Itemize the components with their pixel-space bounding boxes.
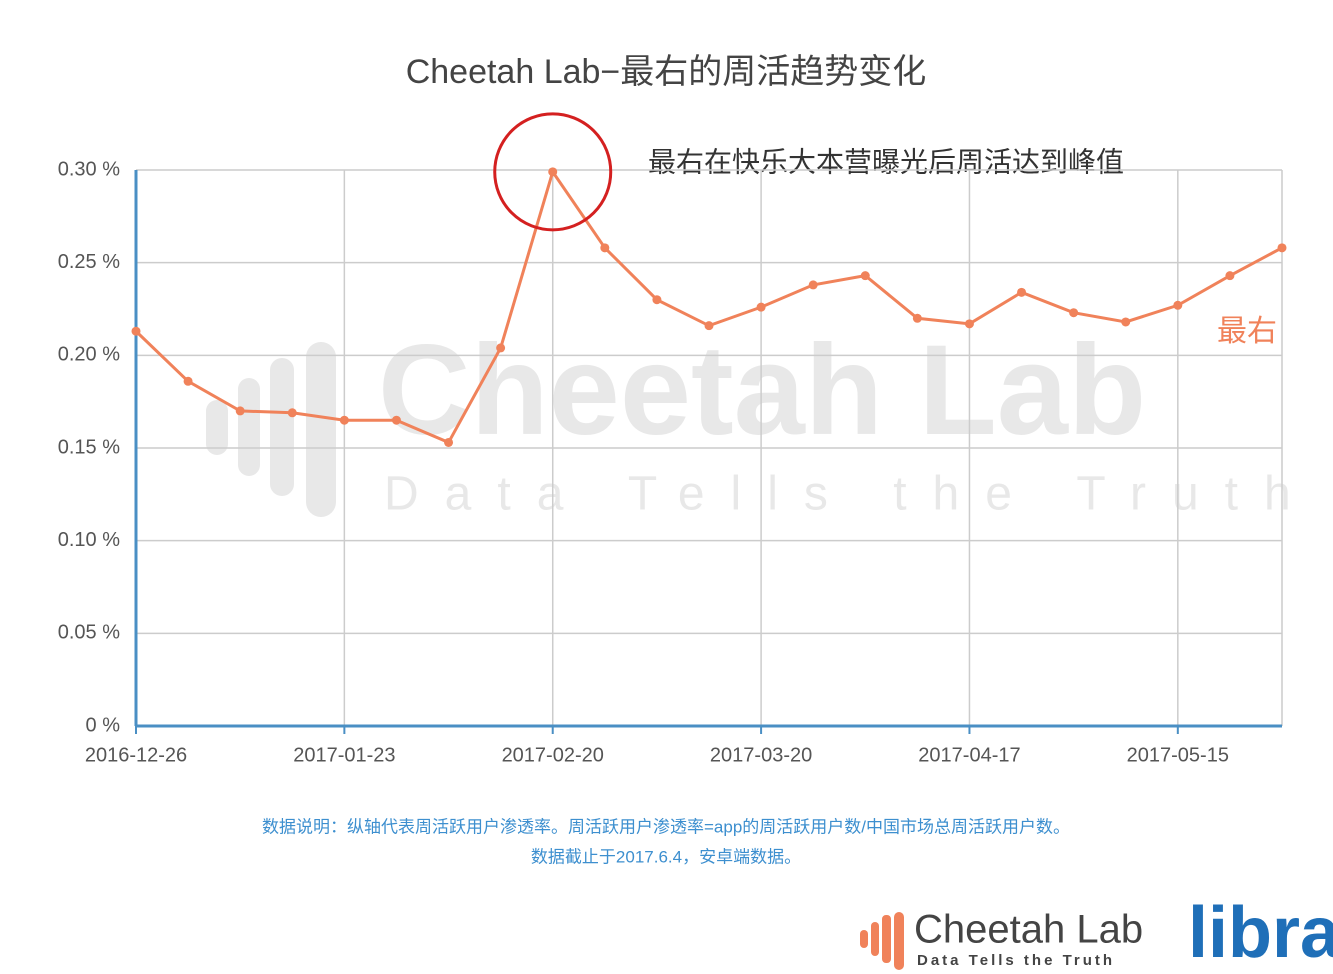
series-label: 最右 <box>1217 315 1277 348</box>
point <box>496 343 506 353</box>
annotation: 最右在快乐大本营曝光后周活达到峰值 <box>648 146 1124 177</box>
highlight-circle <box>493 112 613 232</box>
watermark-bar <box>206 400 228 455</box>
point <box>808 280 818 290</box>
point <box>339 415 349 425</box>
watermark-bar <box>306 342 336 517</box>
watermark-bar <box>238 378 260 476</box>
point <box>1173 300 1183 310</box>
watermark-name: Cheetah Lab <box>378 319 1146 462</box>
point <box>444 437 454 447</box>
x-tick-label: 2017-05-15 <box>1127 744 1229 766</box>
point <box>131 326 141 336</box>
y-tick-label: 0.30 % <box>58 158 120 180</box>
x-tick-label: 2017-02-20 <box>502 744 604 766</box>
point <box>1121 317 1131 327</box>
logo-bar <box>871 922 879 956</box>
point <box>235 406 245 416</box>
y-tick-label: 0.15 % <box>58 436 120 458</box>
y-tick-label: 0.25 % <box>58 251 120 273</box>
x-tick-label: 2017-03-20 <box>710 744 812 766</box>
watermark: Cheetah Lab Data Tells the Truth <box>206 319 1317 521</box>
point <box>756 302 766 312</box>
logo: Cheetah Lab Data Tells the Truth libra <box>860 893 1333 973</box>
logo-tagline: Data Tells the Truth <box>917 952 1115 969</box>
y-tick-label: 0.10 % <box>58 529 120 551</box>
note: 数据说明：纵轴代表周活跃用户渗透率。周活跃用户渗透率=app的周活跃用户数/中国… <box>262 817 1070 836</box>
partner-logo: libra <box>1188 893 1333 973</box>
point <box>287 408 297 418</box>
point <box>548 167 558 177</box>
point <box>704 321 714 331</box>
point <box>600 243 610 253</box>
point <box>1277 243 1287 253</box>
x-tick-label: 2017-01-23 <box>293 744 395 766</box>
x-tick-label: 2016-12-26 <box>85 744 187 766</box>
logo-bar <box>882 915 891 963</box>
point <box>652 295 662 305</box>
note: 数据截止于2017.6.4，安卓端数据。 <box>531 847 801 866</box>
y-tick-label: 0.05 % <box>58 622 120 644</box>
logo-bar <box>894 912 904 970</box>
point <box>1069 308 1079 318</box>
logo-name: Cheetah Lab <box>914 908 1143 952</box>
y-tick-label: 0 % <box>86 714 121 736</box>
x-tick-label: 2017-04-17 <box>918 744 1020 766</box>
point <box>391 415 401 425</box>
point <box>183 376 193 386</box>
chart-title: Cheetah Lab−最右的周活趋势变化 <box>406 53 927 91</box>
point <box>1017 287 1027 297</box>
point <box>860 271 870 281</box>
point <box>1225 271 1235 281</box>
point <box>912 313 922 323</box>
watermark-tagline: Data Tells the Truth <box>384 468 1317 521</box>
point <box>964 319 974 329</box>
y-tick-label: 0.20 % <box>58 344 120 366</box>
logo-bar <box>860 930 868 948</box>
watermark-bar <box>270 358 294 496</box>
